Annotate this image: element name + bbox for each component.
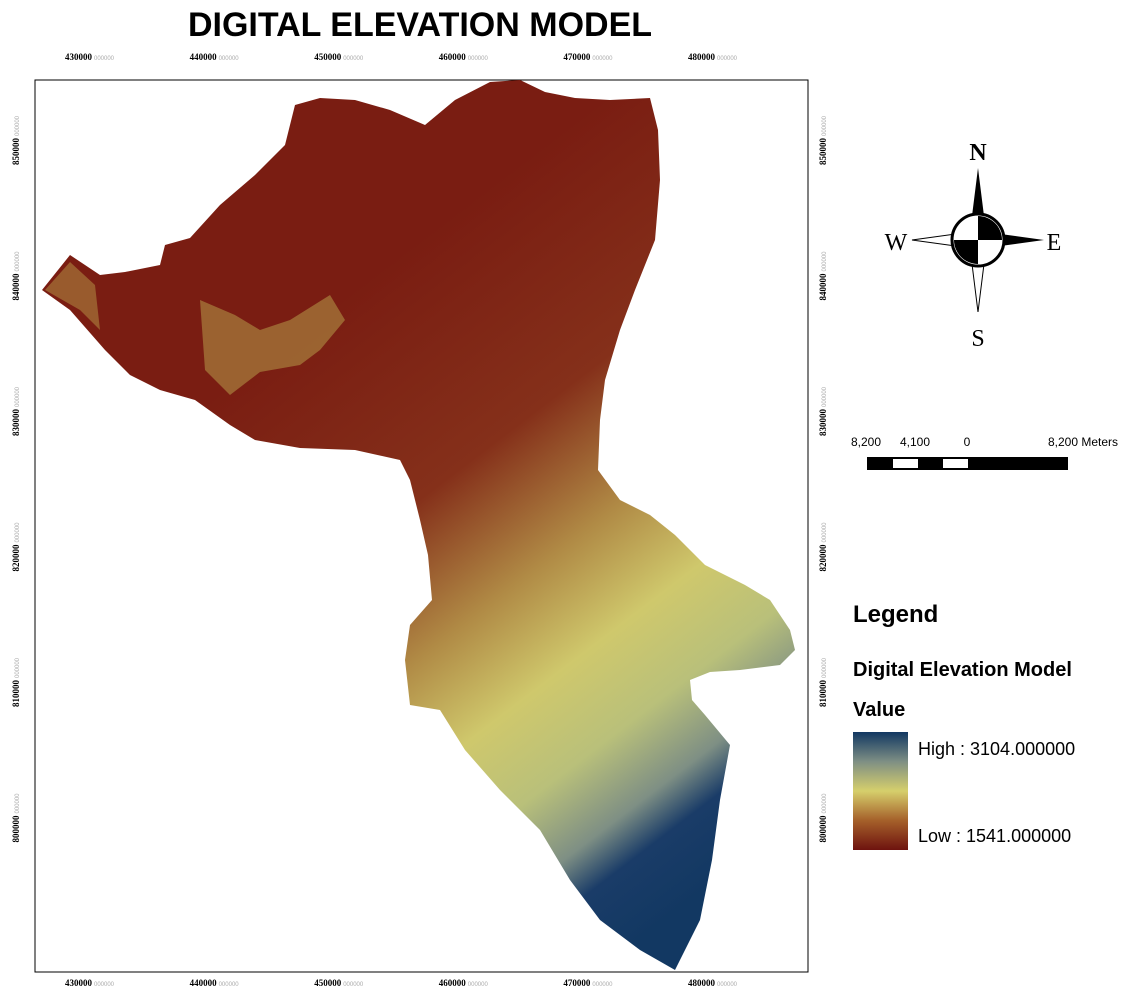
legend-field: Value (853, 699, 905, 721)
coordinate-label: 830000 000000 (11, 386, 21, 436)
east-label: E (1047, 230, 1062, 256)
coordinate-label: 800000000000 (818, 793, 828, 843)
coordinate-value: 800000 (818, 815, 828, 843)
coordinate-label: 840000000000 (818, 251, 828, 301)
coordinate-value: 480000 (688, 978, 716, 988)
coordinate-suffix: 000000 (592, 56, 613, 62)
west-label: W (885, 230, 908, 256)
coordinate-suffix: 000000 (343, 982, 364, 988)
scale-label: 8,200 Meters (1048, 435, 1118, 449)
coordinate-suffix: 000000 (592, 982, 613, 988)
north-arrow: N E S W (885, 140, 1062, 352)
coordinate-value: 460000 (439, 52, 467, 62)
coordinate-suffix: 000000 (15, 115, 21, 136)
coordinate-suffix: 000000 (94, 56, 115, 62)
legend-high: High : 3104.000000 (918, 739, 1075, 759)
coordinate-value: 820000 (11, 544, 21, 572)
legend-layer: Digital Elevation Model (853, 659, 1072, 681)
coordinate-suffix: 000000 (15, 522, 21, 543)
coordinate-suffix: 000000 (219, 982, 240, 988)
coordinate-value: 850000 (818, 138, 828, 166)
coordinate-suffix: 000000 (822, 115, 828, 136)
coordinate-suffix: 000000 (822, 251, 828, 272)
coordinate-label: 840000000000 (11, 251, 21, 301)
coordinate-suffix: 000000 (822, 386, 828, 407)
coordinate-value: 850000 (11, 138, 21, 166)
coordinate-value: 460000 (439, 978, 467, 988)
coordinate-value: 820000 (818, 544, 828, 572)
legend: Legend Digital Elevation Model Value Hig… (853, 601, 1075, 850)
coordinate-value: 810000 (818, 680, 828, 708)
scale-label: 8,200 (851, 435, 881, 449)
south-label: S (971, 326, 984, 352)
coordinate-label: 850000 000000 (11, 115, 21, 165)
coordinate-label: 820000000000 (818, 522, 828, 572)
map-layout: DIGITAL ELEVATION MODEL N E S W 8,200 4,… (0, 0, 1144, 1000)
coordinate-suffix: 000000 (15, 657, 21, 678)
coordinate-suffix: 000000 (15, 251, 21, 272)
coordinate-suffix: 000000 (822, 657, 828, 678)
coordinate-value: 800000 (11, 815, 21, 843)
coordinate-label: 810000 000000 (11, 657, 21, 707)
coordinate-value: 430000 (65, 978, 93, 988)
coordinate-suffix: 000000 (219, 56, 240, 62)
coordinate-value: 450000 (314, 978, 342, 988)
legend-color-ramp (853, 732, 908, 850)
coordinate-value: 450000 (314, 52, 342, 62)
coordinate-suffix: 000000 (468, 982, 489, 988)
north-label: N (969, 140, 987, 166)
coordinate-suffix: 000000 (15, 386, 21, 407)
scale-bar: 8,200 4,100 0 8,200 Meters (851, 435, 1118, 470)
coordinate-suffix: 000000 (94, 982, 115, 988)
scale-label: 4,100 (900, 435, 930, 449)
coordinate-suffix: 000000 (343, 56, 364, 62)
coordinate-value: 840000 (818, 273, 828, 301)
coordinate-value: 830000 (11, 409, 21, 437)
coordinate-value: 430000 (65, 52, 93, 62)
coordinate-label: 810000 000000 (818, 657, 828, 707)
coordinate-suffix: 000000 (717, 56, 738, 62)
coordinate-value: 470000 (563, 978, 591, 988)
coordinate-suffix: 000000 (717, 982, 738, 988)
coordinate-value: 480000 (688, 52, 716, 62)
coordinate-value: 810000 (11, 680, 21, 708)
coordinate-label: 820000000000 (11, 522, 21, 572)
coordinate-suffix: 000000 (822, 522, 828, 543)
coordinate-suffix: 000000 (468, 56, 489, 62)
legend-title: Legend (853, 601, 938, 628)
coordinate-value: 470000 (563, 52, 591, 62)
coordinate-label: 850000 000000 (818, 115, 828, 165)
coordinate-value: 440000 (190, 978, 218, 988)
coordinate-label: 800000000000 (11, 793, 21, 843)
coordinate-value: 840000 (11, 273, 21, 301)
coordinate-value: 830000 (818, 409, 828, 437)
legend-low: Low : 1541.000000 (918, 826, 1071, 846)
coordinate-value: 440000 (190, 52, 218, 62)
coordinate-label: 830000 000000 (818, 386, 828, 436)
scale-label: 0 (964, 435, 971, 449)
coordinate-suffix: 000000 (15, 793, 21, 814)
map-title: DIGITAL ELEVATION MODEL (188, 6, 652, 44)
coordinate-suffix: 000000 (822, 793, 828, 814)
